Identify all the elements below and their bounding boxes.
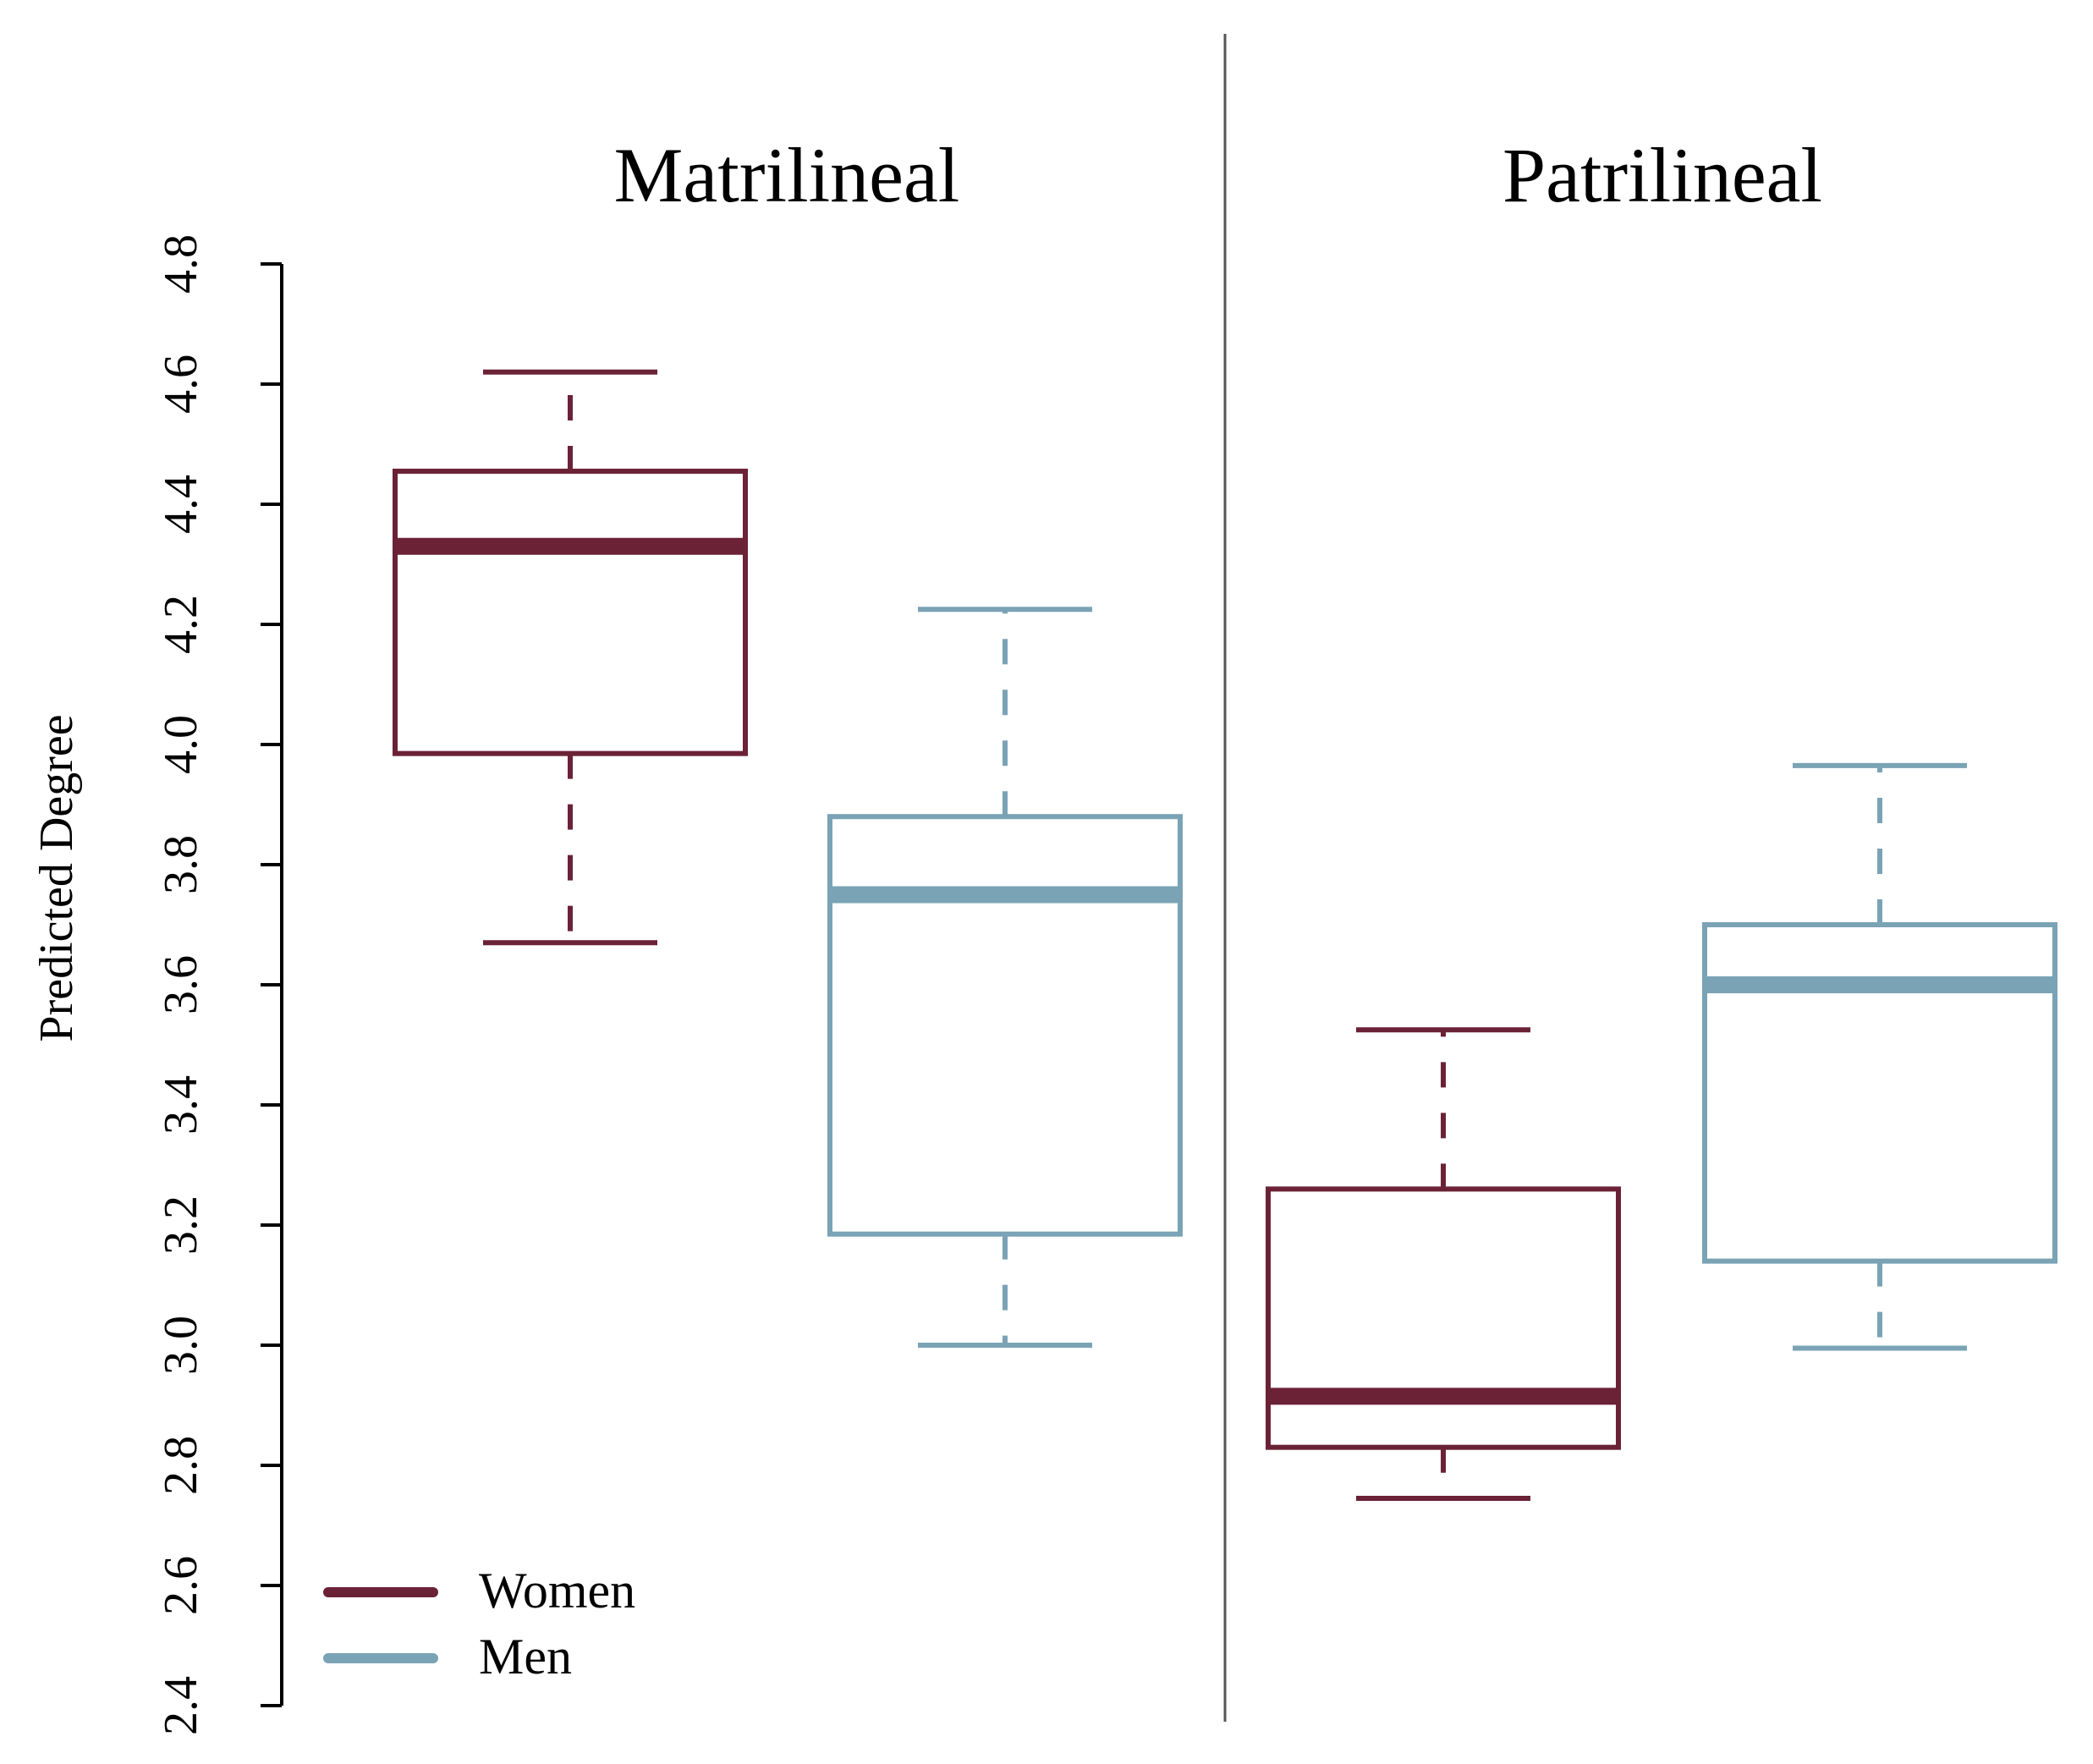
y-tick-label-5: 3.4 [155, 1075, 207, 1135]
y-tick-label-4: 3.2 [155, 1195, 207, 1255]
legend: Women Men [323, 1563, 635, 1684]
y-tick-label-8: 4.0 [155, 715, 207, 774]
y-axis-label: Predicted Degree [30, 714, 83, 1041]
y-tick-label-10: 4.4 [155, 475, 207, 534]
box-patrilineal-women-iqr-box [1266, 1186, 1621, 1450]
box-series [393, 369, 2057, 1502]
box-matrilineal-women [393, 369, 748, 946]
panel-title-matrilineal: Matrilineal [614, 132, 960, 218]
y-tick-label-12: 4.8 [155, 234, 207, 294]
y-tick-label-7: 3.8 [155, 835, 207, 894]
y-tick-label-3: 3.0 [155, 1316, 207, 1375]
panel-title-patrilineal: Patrilineal [1502, 132, 1822, 218]
legend-label-women: Women [479, 1563, 635, 1618]
y-tick-label-1: 2.6 [155, 1556, 207, 1615]
y-tick-label-9: 4.2 [155, 595, 207, 654]
y-tick-label-11: 4.6 [155, 354, 207, 414]
legend-label-men: Men [479, 1629, 572, 1684]
box-patrilineal-men-iqr-box [1702, 922, 2057, 1264]
box-matrilineal-men-iqr-box [827, 814, 1183, 1237]
y-axis-ticks: 2.4 2.6 2.8 3.0 3.2 3.4 3.6 3.8 4.0 4.2 4.4 4.6 4.8 [155, 234, 282, 1735]
box-matrilineal-men [827, 607, 1183, 1348]
box-matrilineal-women-iqr-box [393, 468, 748, 756]
y-tick-label-2: 2.8 [155, 1436, 207, 1495]
box-patrilineal-men [1702, 762, 2057, 1351]
box-patrilineal-women [1266, 1027, 1621, 1502]
y-tick-label-0: 2.4 [155, 1676, 207, 1735]
y-tick-label-6: 3.6 [155, 955, 207, 1014]
